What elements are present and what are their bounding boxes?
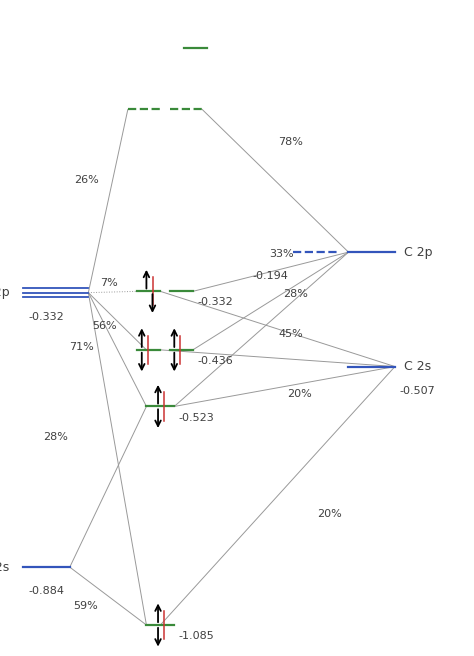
Text: 59%: 59% (73, 601, 99, 611)
Text: -0.332: -0.332 (198, 297, 233, 307)
Text: 28%: 28% (283, 289, 308, 299)
Text: -0.436: -0.436 (198, 356, 233, 365)
Text: 78%: 78% (278, 136, 303, 146)
Text: -0.507: -0.507 (400, 386, 435, 396)
Text: -1.085: -1.085 (179, 632, 215, 642)
Text: 71%: 71% (69, 342, 94, 352)
Text: 56%: 56% (92, 321, 117, 331)
Text: 7%: 7% (100, 278, 118, 288)
Text: -0.884: -0.884 (28, 586, 64, 596)
Text: O 2s: O 2s (0, 561, 9, 573)
Text: -0.523: -0.523 (179, 413, 215, 423)
Text: -0.332: -0.332 (28, 312, 64, 322)
Text: C 2s: C 2s (404, 360, 431, 373)
Text: 45%: 45% (278, 329, 303, 339)
Text: -0.194: -0.194 (252, 272, 288, 281)
Text: 26%: 26% (73, 175, 99, 185)
Text: O 2p: O 2p (0, 286, 9, 299)
Text: 20%: 20% (287, 388, 312, 399)
Text: 28%: 28% (44, 432, 68, 442)
Text: 20%: 20% (318, 510, 342, 520)
Text: 33%: 33% (269, 249, 293, 259)
Text: C 2p: C 2p (404, 245, 433, 258)
